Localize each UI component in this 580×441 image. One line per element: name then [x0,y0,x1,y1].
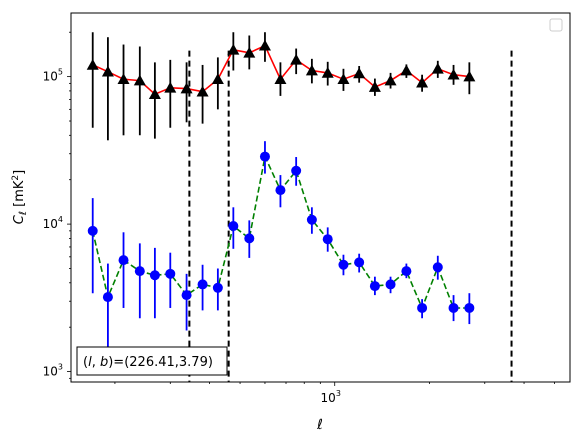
data-point [354,257,365,268]
data-point [431,62,444,74]
data-point [134,266,145,277]
data-point [291,165,302,176]
data-point [463,70,476,82]
data-point [259,151,270,162]
data-point [385,279,396,290]
y-tick-label: 103 [43,363,63,379]
data-point [305,64,318,76]
data-point [86,58,99,70]
y-tick-label: 105 [43,68,63,84]
data-point [133,74,146,86]
data-point [337,73,350,85]
data-point [417,302,428,313]
data-point [181,290,192,301]
data-point [164,81,177,93]
data-point [211,73,224,85]
data-point [87,225,98,236]
data-point [180,82,193,94]
axis-ticks: 103 103 104 105 [43,31,555,405]
data-point [338,259,349,270]
data-point [243,46,256,58]
data-point [197,279,208,290]
data-point [117,73,130,85]
data-point [306,214,317,225]
data-point [118,255,129,266]
data-point [196,85,209,97]
data-point [432,262,443,273]
data-point [321,66,334,78]
data-point [401,266,412,277]
data-point [165,268,176,279]
data-point [447,68,460,80]
data-point [353,67,366,79]
data-point [368,81,381,92]
y-axis-label: Cℓ [mK2] [11,170,29,224]
data-point [275,185,286,196]
data-point [227,43,240,55]
data-point [369,281,380,292]
plot-frame [70,12,571,383]
x-tick-label: 103 [321,389,341,405]
data-point [102,292,113,303]
data-point [400,64,413,76]
data-point [416,76,429,88]
annotation-text: (l, b)=(226.41,3.79) [83,355,213,370]
legend-box [549,18,563,32]
data-point [212,282,223,293]
data-point [228,221,239,232]
plot-content [86,32,513,382]
y-tick-label: 104 [43,215,63,231]
data-point [274,73,287,85]
data-point [149,270,160,281]
data-point [244,233,255,244]
data-point [448,302,459,313]
annotation-box [76,346,228,376]
data-point [322,234,333,245]
data-point [101,65,114,77]
data-point [258,39,271,51]
data-point [464,302,475,313]
data-point [290,53,303,65]
data-point [148,88,161,99]
data-point [384,74,397,86]
x-axis-label: ℓ [316,417,323,433]
